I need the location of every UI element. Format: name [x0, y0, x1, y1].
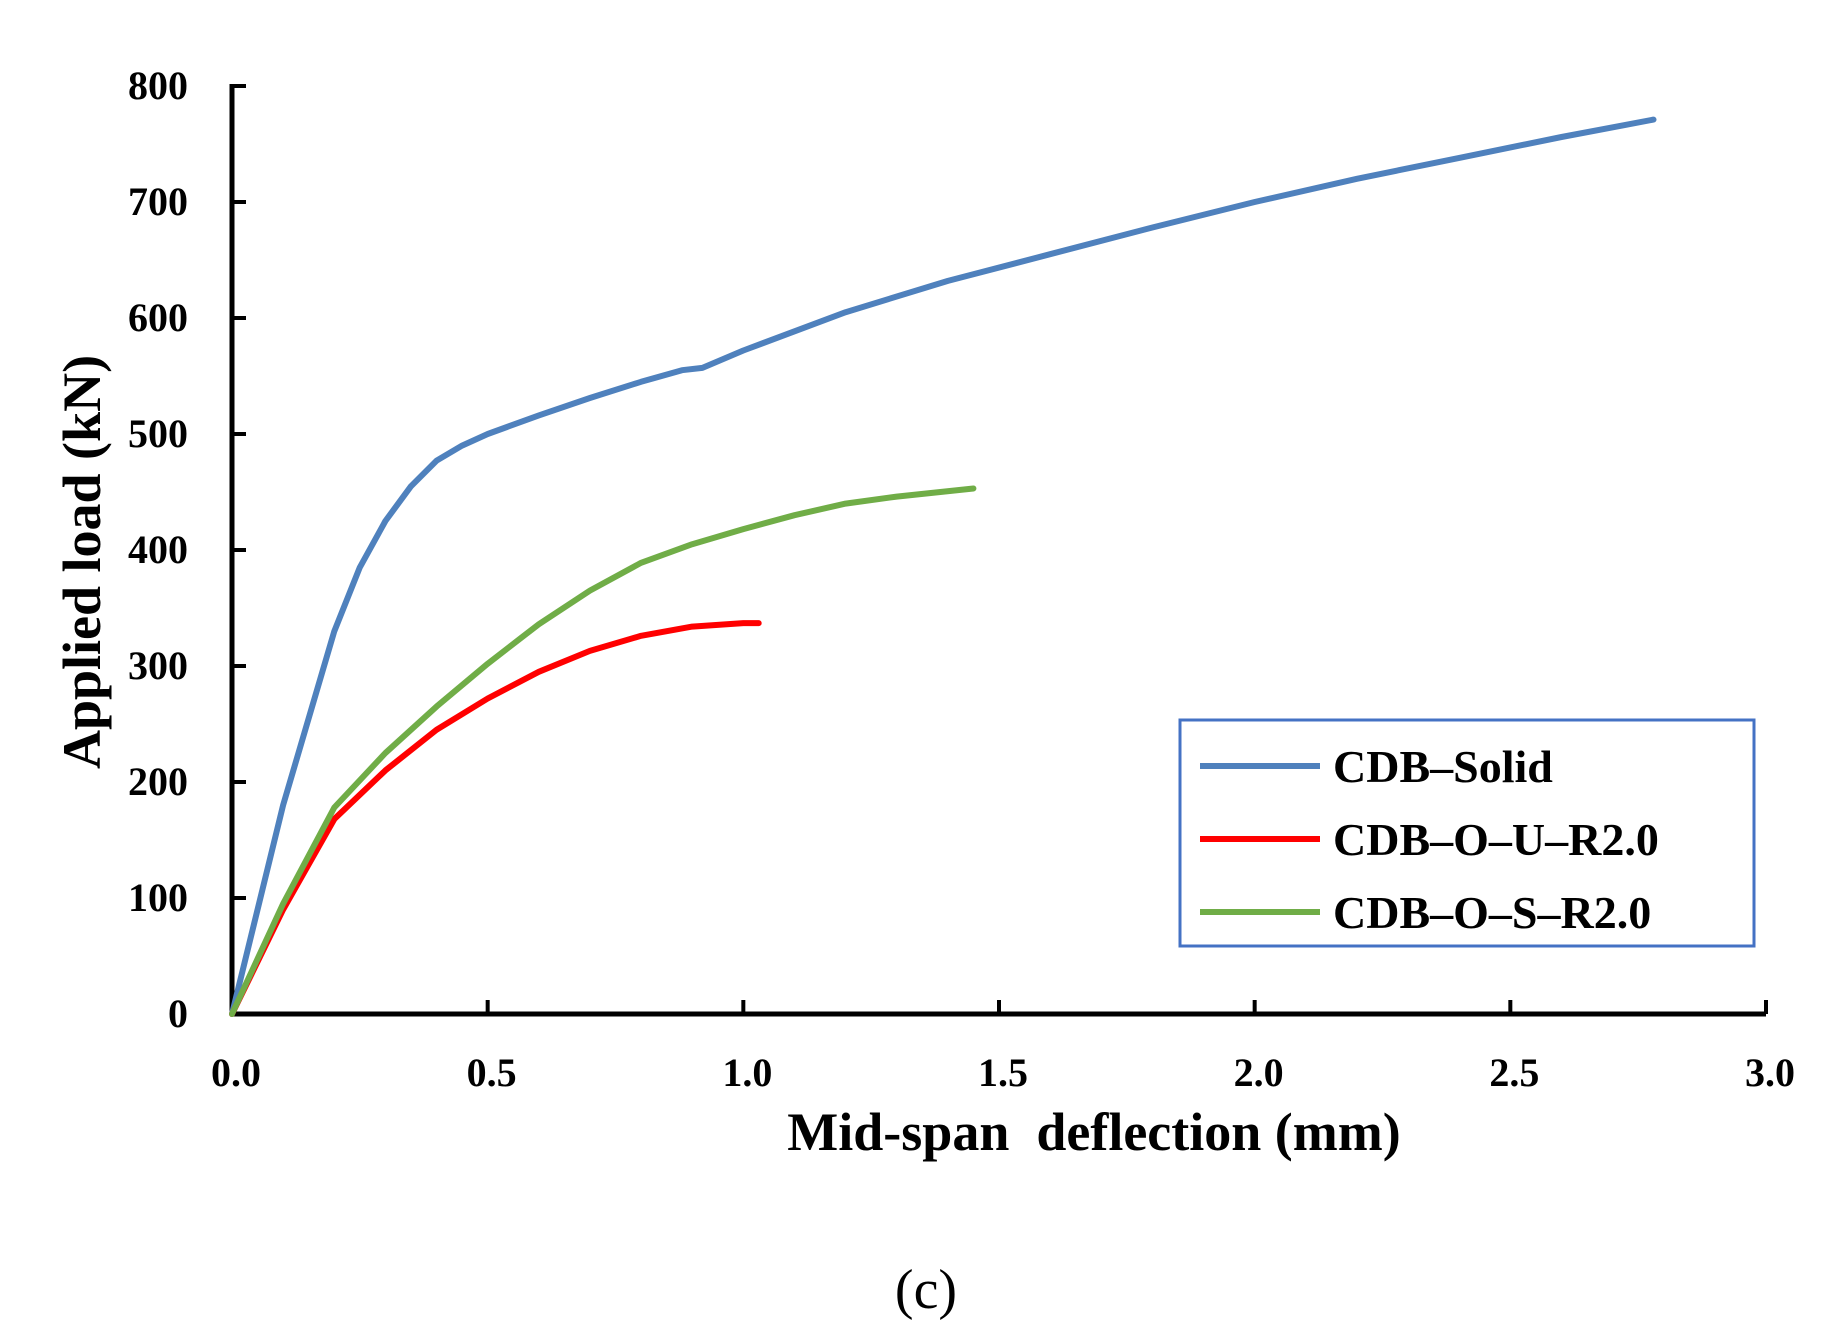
legend-items: CDB–Solid CDB–O–U–R2.0 CDB–O–S–R2.0	[1200, 741, 1659, 938]
legend: CDB–Solid CDB–O–U–R2.0 CDB–O–S–R2.0	[1178, 718, 1756, 948]
x-tick-label: 0.0	[211, 1050, 261, 1095]
y-tick-label: 500	[128, 411, 188, 456]
x-tick-label: 0.5	[467, 1050, 517, 1095]
x-axis-title: Mid-span deflection (mm)	[787, 1102, 1400, 1162]
x-tick-label: 1.0	[722, 1050, 772, 1095]
y-axis-title: Applied load (kN)	[52, 355, 112, 769]
y-tick-label: 100	[128, 875, 188, 920]
y-tick-label: 800	[128, 63, 188, 108]
x-ticks: 0.0 0.5 1.0 1.5 2.0 2.5 3.0	[211, 1000, 1795, 1095]
legend-box	[1178, 718, 1756, 948]
y-ticks: 0 100 200 300 400 500 600 700 800	[128, 63, 246, 1036]
legend-label: CDB–Solid	[1333, 741, 1553, 792]
legend-label: CDB–O–U–R2.0	[1333, 814, 1659, 865]
x-tick-label: 2.0	[1234, 1050, 1284, 1095]
figure-caption: (c)	[895, 1259, 957, 1321]
series-line-cdb-o-u-r2-0	[229, 620, 762, 1017]
y-tick-label: 300	[128, 643, 188, 688]
series-line-cdb-o-s-r2-0	[229, 485, 977, 1017]
y-tick-label: 400	[128, 527, 188, 572]
x-tick-label: 1.5	[978, 1050, 1028, 1095]
legend-label: CDB–O–S–R2.0	[1333, 887, 1651, 938]
series-line-cdb-solid	[229, 116, 1657, 1017]
y-tick-label: 0	[168, 991, 188, 1036]
y-tick-label: 700	[128, 179, 188, 224]
x-tick-label: 2.5	[1489, 1050, 1539, 1095]
x-tick-label: 3.0	[1745, 1050, 1795, 1095]
y-tick-label: 200	[128, 759, 188, 804]
y-tick-label: 600	[128, 295, 188, 340]
series-layer	[229, 116, 1657, 1017]
